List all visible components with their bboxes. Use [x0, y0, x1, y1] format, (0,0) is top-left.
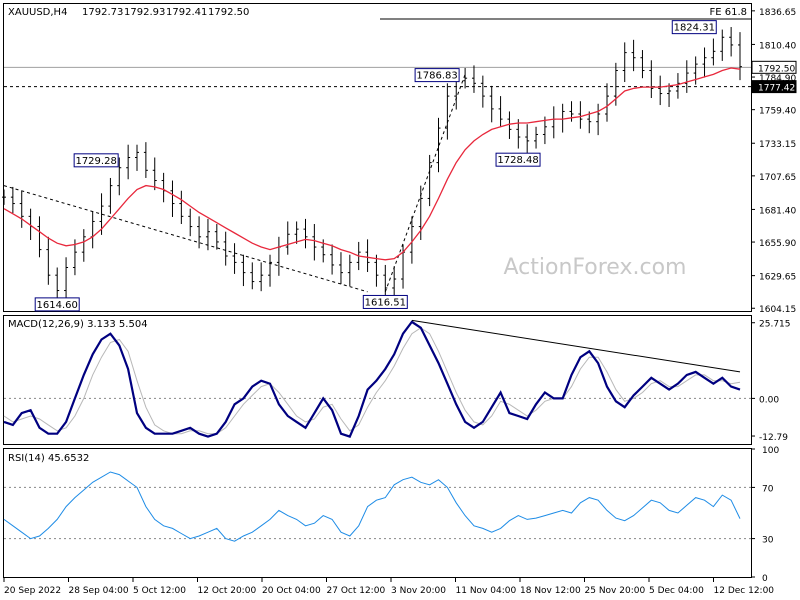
- ohlc-close: 1792.50: [208, 7, 249, 18]
- moving-average-line: [3, 67, 741, 261]
- symbol-label: XAUUSD,H4: [8, 7, 67, 18]
- x-axis-label: 12 Oct 20:00: [198, 586, 257, 596]
- price-axis-label: 1707.65: [759, 173, 796, 183]
- rsi-label: RSI(14) 45.6532: [8, 453, 89, 464]
- ohlc-high: 1792.93: [124, 7, 165, 18]
- price-layer: 1729.28 1614.60 1616.51 1786.83 1728.48 1824.…: [2, 18, 751, 312]
- x-axis-label: 20 Sep 2022: [4, 586, 61, 596]
- price-axis-label: 1759.40: [759, 107, 796, 117]
- rsi-axis-label: 100: [762, 446, 779, 456]
- price-label: 1824.31: [674, 23, 715, 34]
- current-price-tag: [751, 60, 797, 74]
- price-axis-label: 1604.15: [759, 305, 796, 315]
- macd-main-line: [3, 320, 741, 438]
- x-axis-label: 5 Dec 04:00: [649, 586, 704, 596]
- price-axis-label: 1733.15: [759, 140, 796, 150]
- rsi-axis-label: 30: [762, 536, 774, 546]
- x-axis-label: 3 Nov 20:00: [391, 586, 446, 596]
- axis-layer: 1836.65 1810.40 1784.90 1759.40 1733.15 1707.…: [3, 8, 797, 596]
- price-axis-label: 1784.90: [759, 74, 796, 84]
- rsi-axis-label: 0: [762, 574, 768, 584]
- rsi-axis-label: 70: [762, 484, 774, 494]
- x-axis-label: 27 Oct 12:00: [327, 586, 386, 596]
- macd-axis-label: 0.00: [759, 395, 779, 405]
- price-label-box: [671, 20, 717, 35]
- x-axis-label: 12 Dec 12:00: [714, 586, 775, 596]
- macd-axis-label: -12.79: [759, 433, 788, 443]
- macd-signal-line: [3, 327, 741, 435]
- ohlc-open: 1792.73: [82, 7, 123, 18]
- current-price-tag-text: 1792.50: [758, 64, 795, 74]
- macd-layer: [3, 319, 751, 438]
- rsi-line: [3, 471, 741, 542]
- price-label: 1729.28: [75, 156, 116, 167]
- price-axis-label: 1810.40: [759, 41, 796, 51]
- price-label-box: [495, 152, 541, 167]
- price-label-box: [362, 294, 408, 309]
- watermark: ActionForex.com: [504, 255, 687, 280]
- x-axis-label: 28 Sep 04:00: [69, 586, 129, 596]
- macd-label: MACD(12,26,9) 3.133 5.504: [8, 319, 148, 330]
- macd-axis-label: 25.715: [759, 320, 791, 330]
- rsi-panel-frame: [3, 448, 752, 578]
- price-label: 1616.51: [365, 297, 406, 308]
- macd-trend-line: [411, 319, 741, 373]
- level-price-tag: [751, 80, 797, 94]
- x-axis-label: 20 Oct 04:00: [262, 586, 321, 596]
- x-axis-label: 18 Nov 12:00: [520, 586, 581, 596]
- price-label: 1614.60: [37, 300, 78, 311]
- price-axis-label: 1655.90: [759, 239, 796, 249]
- price-axis-label: 1836.65: [759, 8, 796, 18]
- price-label: 1728.48: [497, 155, 538, 166]
- ohlc-low: 1792.41: [166, 7, 207, 18]
- macd-panel-frame: [3, 315, 752, 445]
- x-axis-label: 25 Nov 20:00: [585, 586, 646, 596]
- fe-label: FE 61.8: [709, 7, 747, 18]
- price-panel-frame: [3, 3, 752, 312]
- uptrend-line: [384, 74, 466, 292]
- downtrend-line: [3, 185, 368, 293]
- price-axis-label: 1629.65: [759, 273, 796, 283]
- price-label-box: [34, 297, 80, 312]
- x-axis-label: 11 Nov 04:00: [456, 586, 517, 596]
- level-price-tag-text: 1777.42: [758, 84, 795, 94]
- price-label: 1786.83: [416, 71, 457, 82]
- price-header: XAUUSD,H4 1792.73 1792.93 1792.41 1792.5…: [8, 7, 249, 18]
- rsi-layer: [3, 471, 751, 542]
- price-axis-label: 1681.40: [759, 206, 796, 216]
- price-label-box: [414, 68, 460, 83]
- x-axis-label: 5 Oct 12:00: [133, 586, 186, 596]
- price-label-box: [73, 153, 119, 168]
